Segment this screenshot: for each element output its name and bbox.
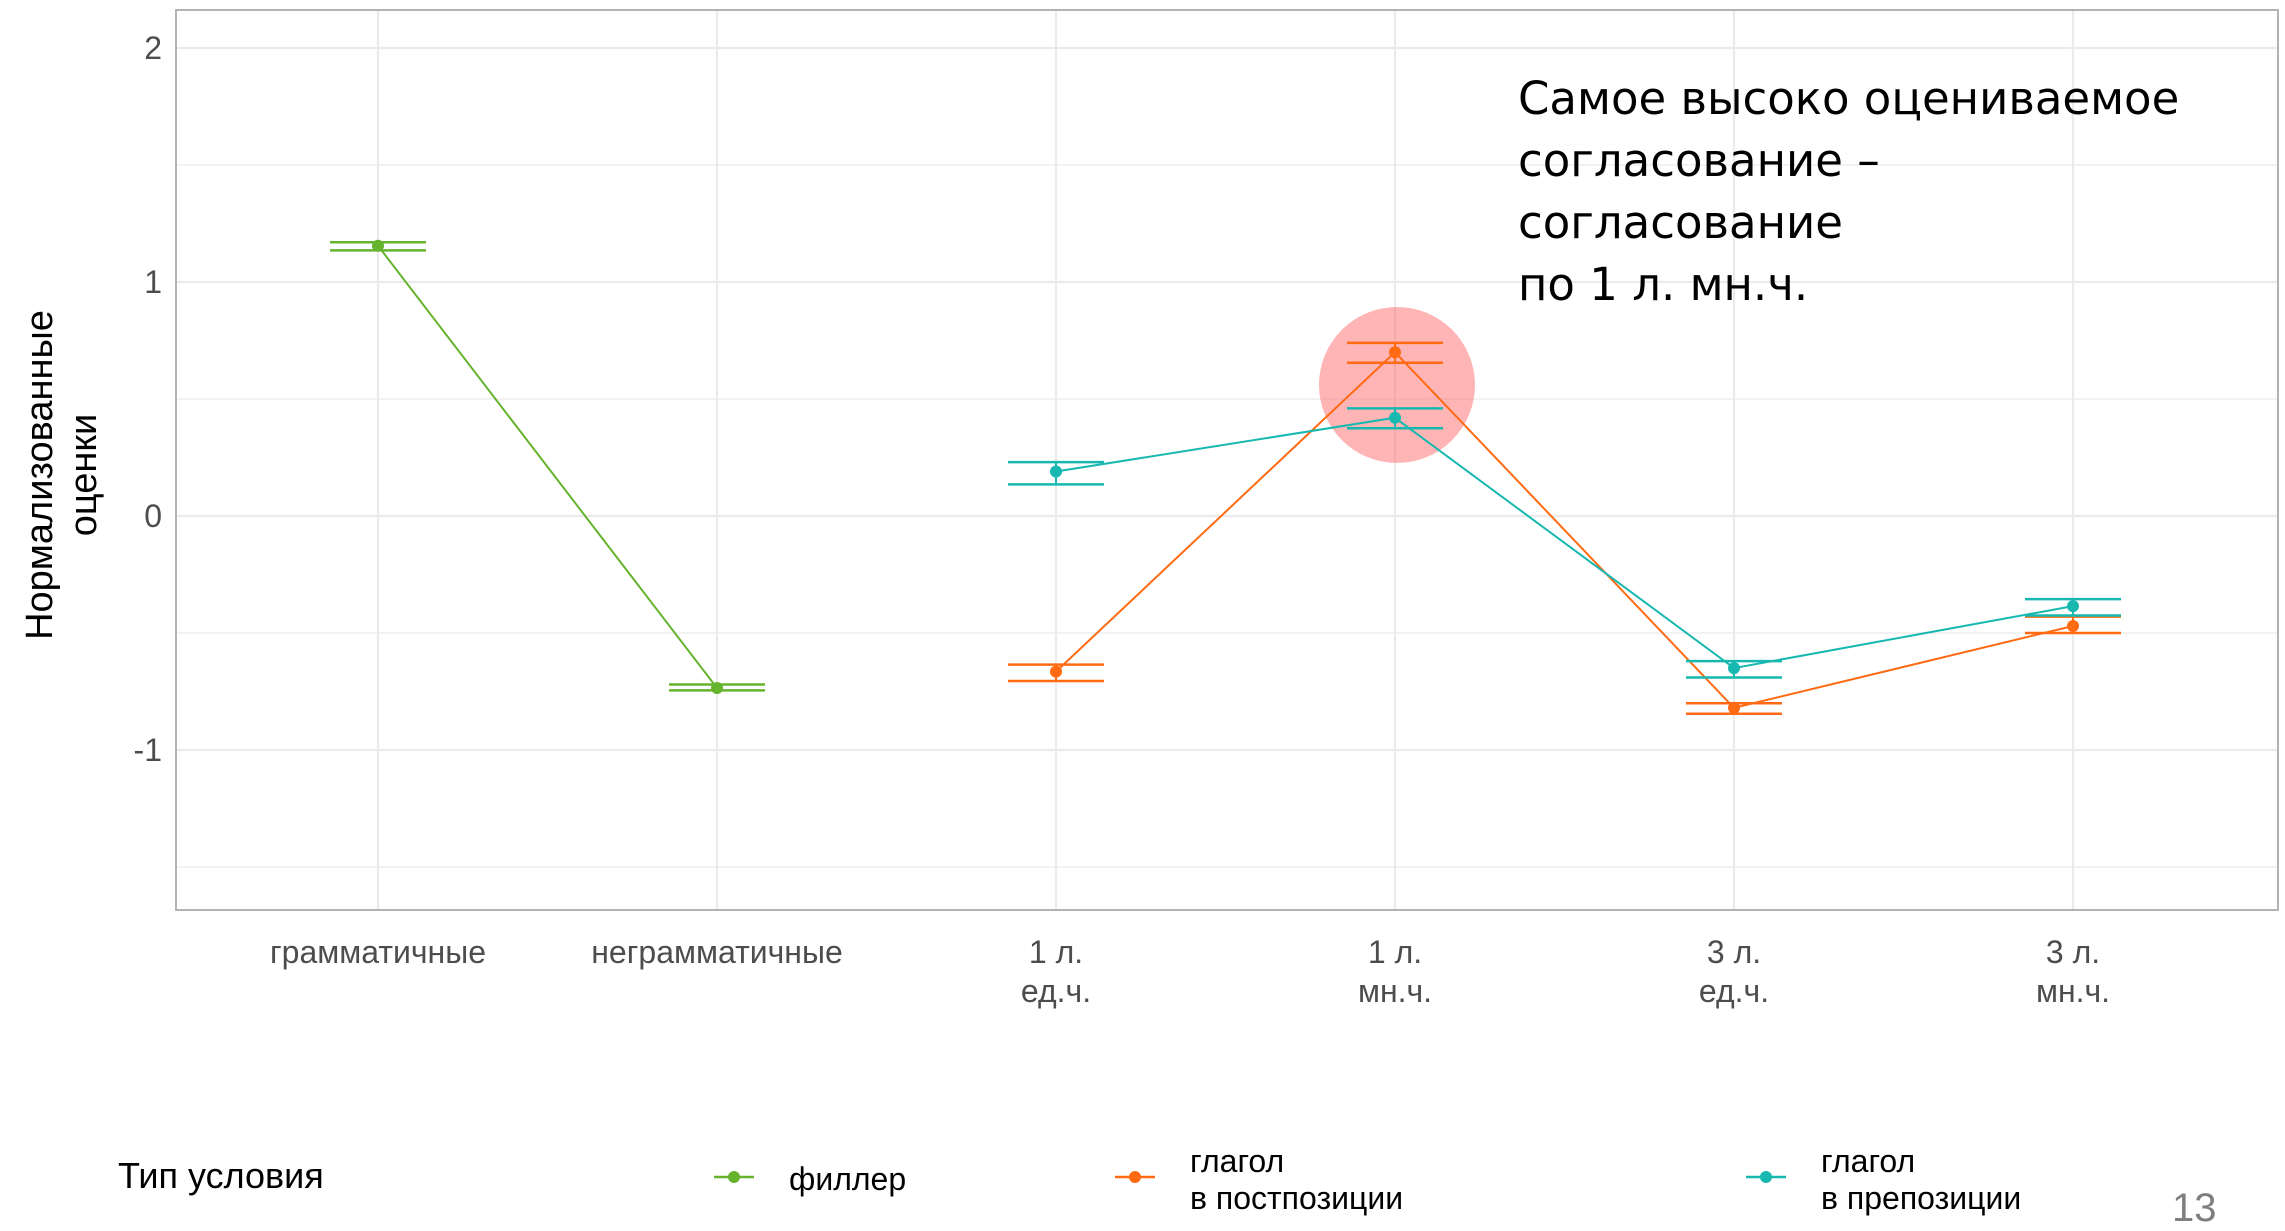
x-tick-label: 1 л. <box>1368 934 1422 970</box>
data-point <box>711 681 723 694</box>
data-point <box>2067 619 2079 632</box>
legend-label: филлер <box>789 1161 906 1197</box>
annotation-line-1: Самое высоко оцениваемое <box>1518 72 2180 125</box>
x-tick-label: мн.ч. <box>2036 973 2110 1009</box>
legend-label: глагол <box>1190 1143 1284 1179</box>
series-line <box>377 245 718 689</box>
legend-label: глагол <box>1821 1143 1915 1179</box>
x-tick-label: мн.ч. <box>1358 973 1432 1009</box>
plot-panel-border <box>175 9 2279 911</box>
x-tick-label: ед.ч. <box>1021 973 1091 1009</box>
series-2 <box>1008 407 2121 679</box>
annotation-line-2: согласование – согласование <box>1518 134 1880 249</box>
y-tick-label: 1 <box>144 264 162 300</box>
x-tick-label: 1 л. <box>1029 934 1083 970</box>
y-tick-label: 2 <box>144 30 162 66</box>
data-point <box>1389 346 1401 359</box>
y-axis-title-line: Нормализованные <box>19 310 61 640</box>
y-axis-title-line: оценки <box>63 414 105 536</box>
y-tick-labels: 2 1 0 -1 <box>134 30 162 768</box>
series-1 <box>1008 341 2121 715</box>
x-tick-label: грамматичные <box>270 934 486 970</box>
series-line <box>1055 350 2074 709</box>
x-tick-label: ед.ч. <box>1699 973 1769 1009</box>
series-0 <box>330 239 765 694</box>
page-number: 13 <box>2172 1186 2217 1230</box>
legend-key-point <box>1129 1171 1141 1183</box>
y-tick-label: 0 <box>144 498 162 534</box>
legend-key-point <box>1760 1171 1772 1183</box>
data-point <box>1389 411 1401 424</box>
y-axis-title: Нормализованныеоценки <box>19 310 105 640</box>
legend-label: в постпозиции <box>1190 1180 1403 1216</box>
x-tick-label: неграмматичные <box>591 934 843 970</box>
annotation-box: Самое высоко оцениваемое согласование – … <box>1518 68 2218 316</box>
legend-label: в препозиции <box>1821 1180 2021 1216</box>
grid-lines <box>176 10 2278 910</box>
data-point <box>1050 465 1062 478</box>
legend-key-point <box>728 1171 740 1183</box>
data-point <box>1728 701 1740 714</box>
data-point <box>1728 662 1740 675</box>
annotation-line-3: по 1 л. мн.ч. <box>1518 258 1809 311</box>
x-tick-labels: грамматичные неграмматичные 1 л.ед.ч.1 л.м… <box>270 934 2110 1009</box>
highlight-circle <box>1319 306 1475 463</box>
data-point <box>1050 665 1062 678</box>
legend-title: Тип условия <box>118 1155 324 1196</box>
data-point <box>2067 600 2079 613</box>
data-point <box>372 239 384 252</box>
series-line <box>1055 416 2074 670</box>
y-tick-label: -1 <box>134 732 162 768</box>
x-tick-label: 3 л. <box>2046 934 2100 970</box>
series-layer <box>330 239 2121 715</box>
x-tick-label: 3 л. <box>1707 934 1761 970</box>
legend-item-0: филлер <box>714 1161 906 1197</box>
